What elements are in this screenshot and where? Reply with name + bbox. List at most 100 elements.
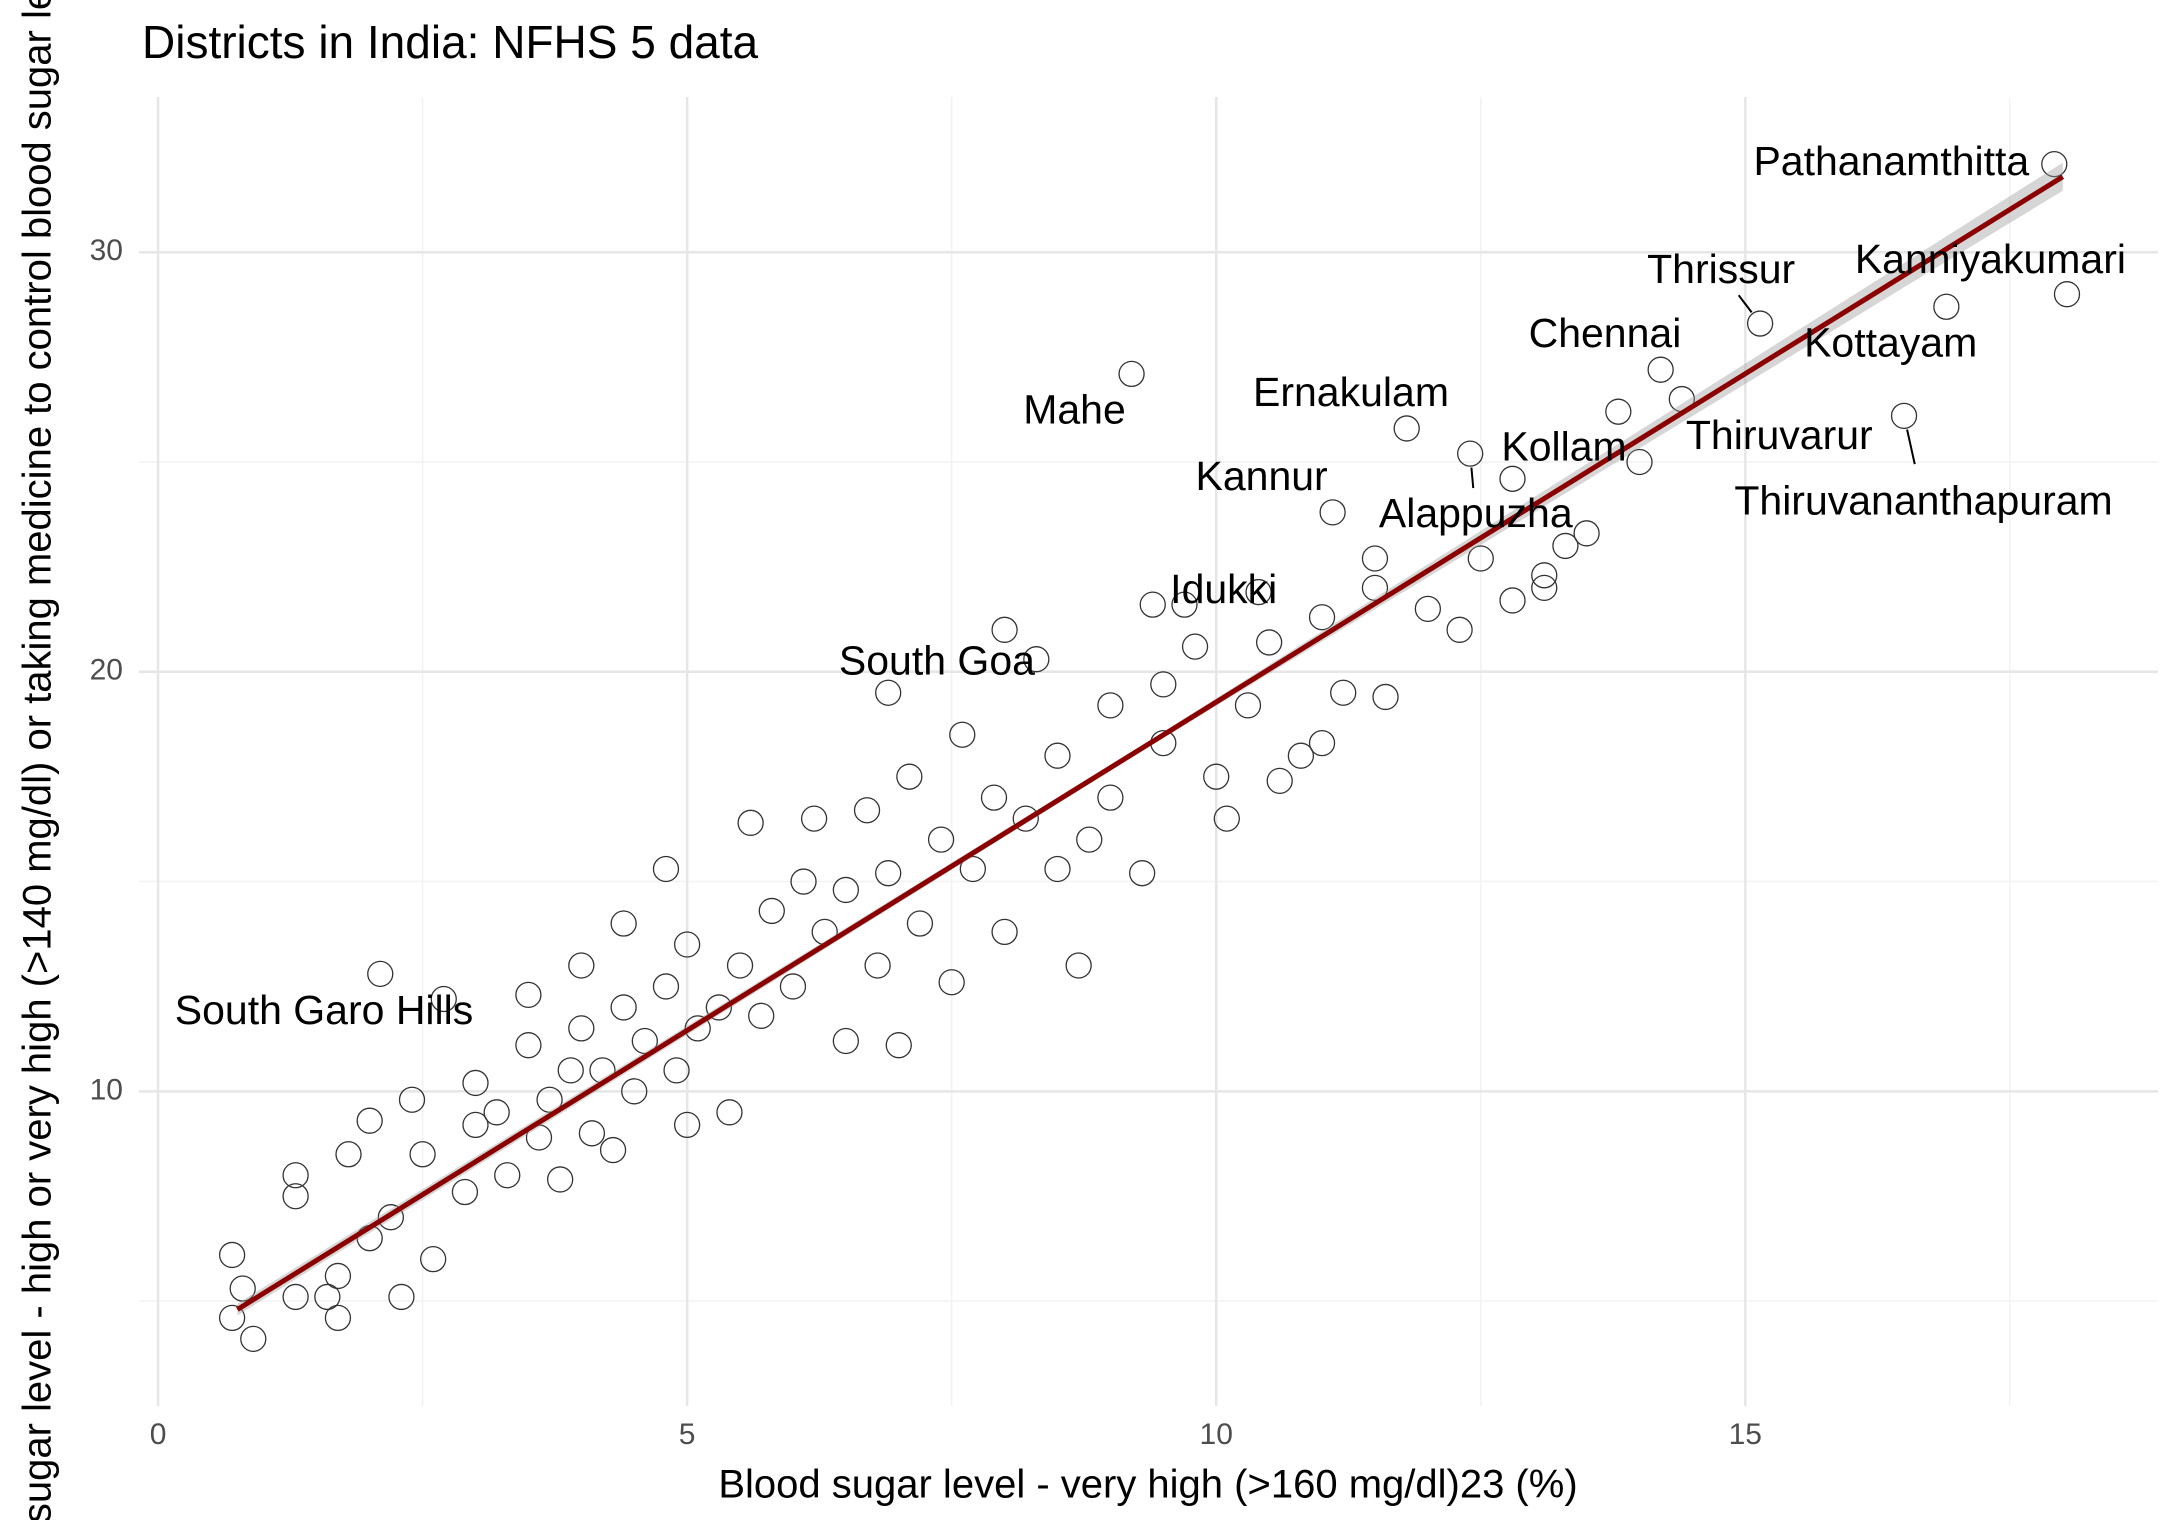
point (547, 1166, 574, 1193)
point (1203, 763, 1230, 790)
point (240, 1325, 267, 1353)
point (420, 1246, 447, 1273)
point (1266, 767, 1293, 795)
point (906, 910, 934, 937)
point (610, 910, 637, 937)
point (875, 860, 902, 887)
point (1573, 520, 1600, 547)
point (218, 1304, 246, 1332)
point (652, 855, 680, 883)
point (758, 897, 785, 925)
x-axis-title: Blood sugar level - very high (>160 mg/d… (718, 1463, 1577, 1507)
point (959, 855, 986, 883)
point (853, 797, 881, 824)
point (1139, 591, 1166, 618)
point (980, 784, 1008, 811)
y-tick-label: 20 (90, 654, 123, 687)
point (832, 1027, 860, 1055)
point (1150, 671, 1177, 698)
trend-line (236, 174, 2065, 1312)
point (832, 876, 860, 904)
point (1044, 855, 1071, 883)
point (991, 918, 1018, 946)
point (1499, 587, 1526, 614)
point (1319, 499, 1346, 526)
point (938, 969, 965, 996)
leader-line (1906, 429, 1916, 465)
x-tick-label: 5 (679, 1418, 696, 1451)
point (1372, 683, 1399, 711)
point (991, 616, 1018, 643)
point (800, 805, 828, 832)
point (631, 1027, 658, 1055)
point (494, 1162, 521, 1189)
point (726, 952, 754, 979)
annotation: South Garo Hills (175, 987, 474, 1033)
point (1097, 692, 1124, 719)
point (684, 1015, 711, 1042)
point (282, 1283, 309, 1311)
point (1531, 574, 1558, 602)
point (705, 994, 733, 1021)
point (748, 1002, 775, 1029)
point (885, 1032, 912, 1059)
point (1361, 574, 1389, 602)
annotation: South Goa (839, 637, 1035, 683)
y-tick-label: 30 (90, 234, 123, 267)
point (790, 868, 817, 895)
point (1171, 591, 1198, 618)
point (1234, 692, 1262, 719)
point (1065, 952, 1092, 979)
point (1361, 545, 1389, 572)
point (1255, 629, 1283, 656)
point (1552, 532, 1579, 560)
point (896, 763, 923, 790)
point (578, 1120, 606, 1147)
point (673, 931, 701, 958)
point (1129, 860, 1156, 887)
point (1023, 646, 1050, 673)
point (1414, 595, 1442, 623)
point (1076, 826, 1103, 853)
x-tick-label: 0 (150, 1418, 167, 1451)
x-tick-label: 10 (1200, 1418, 1233, 1451)
point (1457, 440, 1484, 467)
point (430, 985, 457, 1013)
point (875, 679, 902, 706)
point (949, 721, 976, 748)
leader-line (1470, 467, 1475, 489)
point (462, 1111, 489, 1139)
point (335, 1141, 362, 1168)
annotation: Kollam (1501, 423, 1626, 469)
point (356, 1107, 383, 1134)
point (673, 1111, 701, 1139)
point (2053, 281, 2081, 308)
point (557, 1057, 584, 1084)
point (367, 960, 394, 988)
point (1012, 805, 1039, 832)
point (1467, 545, 1494, 572)
point (398, 1086, 426, 1113)
point (2041, 150, 2068, 178)
point (536, 1086, 563, 1113)
annotation: Ernakulam (1253, 369, 1449, 415)
point (324, 1262, 352, 1290)
point (610, 994, 637, 1021)
point (621, 1078, 648, 1105)
y-axis-title: Blood sugar level - high or very high (>… (16, 0, 60, 1520)
point (515, 981, 542, 1008)
point (599, 1136, 627, 1164)
point (483, 1099, 510, 1126)
annotation: Chennai (1529, 310, 1682, 356)
point (568, 952, 595, 979)
y-tick-label: 10 (90, 1073, 123, 1106)
point (1097, 784, 1124, 811)
point (1933, 293, 1960, 320)
point (1499, 465, 1526, 492)
point (1746, 310, 1774, 337)
annotation: Idukki (1170, 566, 1277, 612)
point (1531, 562, 1558, 589)
point (1287, 742, 1315, 769)
